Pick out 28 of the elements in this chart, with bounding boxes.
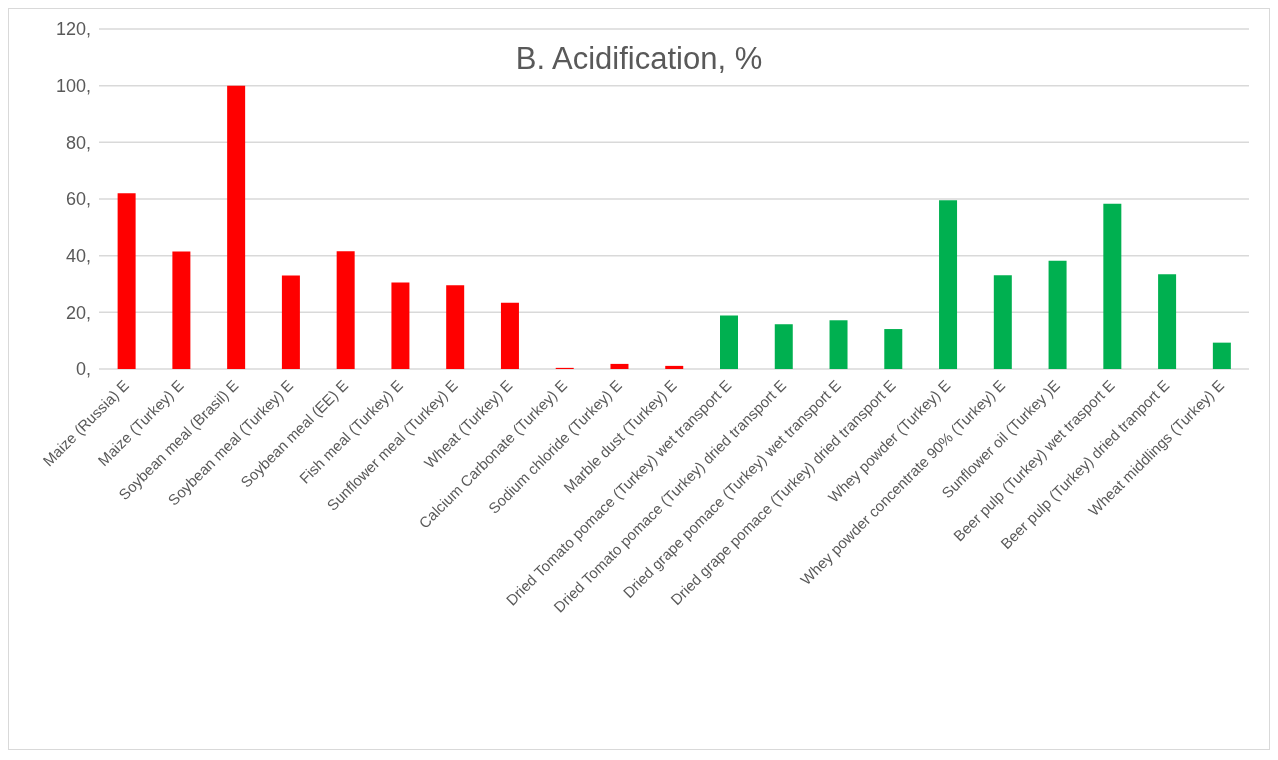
bar xyxy=(720,315,738,369)
bar xyxy=(227,85,246,369)
y-tick-label: 0, xyxy=(75,359,91,380)
bar xyxy=(1158,274,1177,369)
bar xyxy=(281,275,300,369)
bar xyxy=(993,275,1012,369)
y-tick-label: 80, xyxy=(65,132,91,153)
bar xyxy=(884,329,903,369)
bar xyxy=(500,302,519,369)
bar xyxy=(829,320,848,369)
bar xyxy=(939,200,958,369)
bar xyxy=(1103,203,1122,369)
y-tick-label: 20, xyxy=(65,302,91,323)
bar xyxy=(446,285,465,369)
chart-title: B. Acidification, % xyxy=(514,41,764,77)
bar xyxy=(665,365,684,369)
bar xyxy=(117,193,136,369)
bar xyxy=(774,324,793,369)
bar xyxy=(391,282,410,369)
bar xyxy=(172,251,191,369)
y-tick-label: 60, xyxy=(65,189,91,210)
y-tick-label: 40, xyxy=(65,246,91,267)
bar xyxy=(336,251,355,369)
bar xyxy=(610,363,629,369)
y-tick-label: 100, xyxy=(55,76,91,97)
bar xyxy=(1048,260,1067,369)
y-tick-label: 120, xyxy=(55,19,91,40)
bar xyxy=(1212,342,1231,369)
